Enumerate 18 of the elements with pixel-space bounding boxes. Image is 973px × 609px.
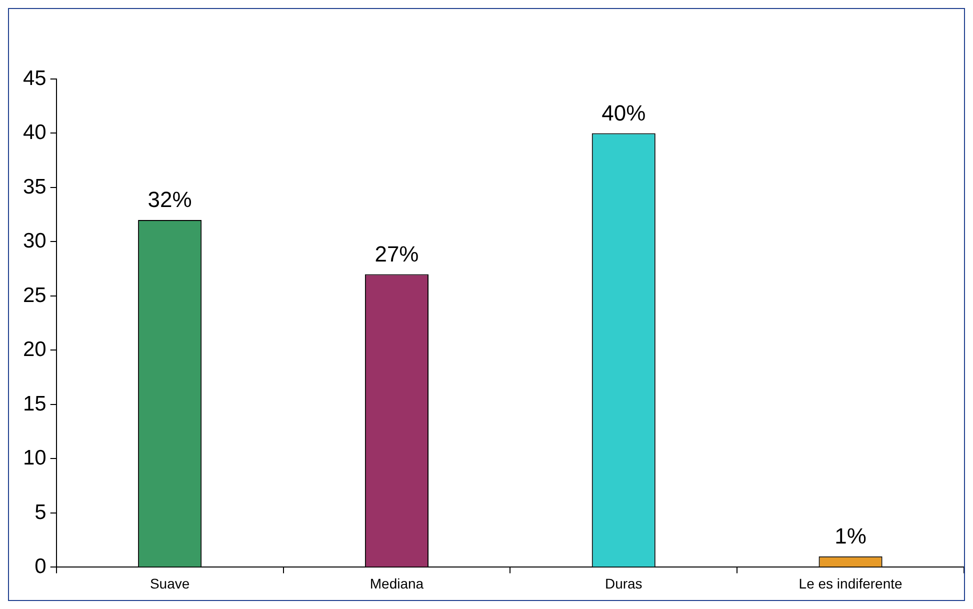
y-tick-label: 45 [23,66,46,90]
y-tick-label: 5 [34,500,46,524]
x-tick-label: Le es indiferente [798,575,903,592]
y-tick-label: 30 [23,230,46,253]
data-label: 40% [602,100,646,126]
y-tick-label: 10 [23,446,46,470]
y-tick-label: 15 [23,392,46,416]
data-label: 1% [834,523,866,548]
y-tick-label: 0 [34,554,46,578]
y-tick-label: 20 [23,338,46,362]
x-tick-label: Duras [604,575,642,592]
x-tick-label: Suave [150,575,190,592]
y-tick-label: 25 [23,284,46,307]
data-label: 27% [374,241,419,266]
y-tick-label: 35 [23,175,46,198]
data-label: 32% [148,187,192,212]
y-tick-label: 40 [23,121,46,144]
x-tick-label: Mediana [370,575,424,592]
